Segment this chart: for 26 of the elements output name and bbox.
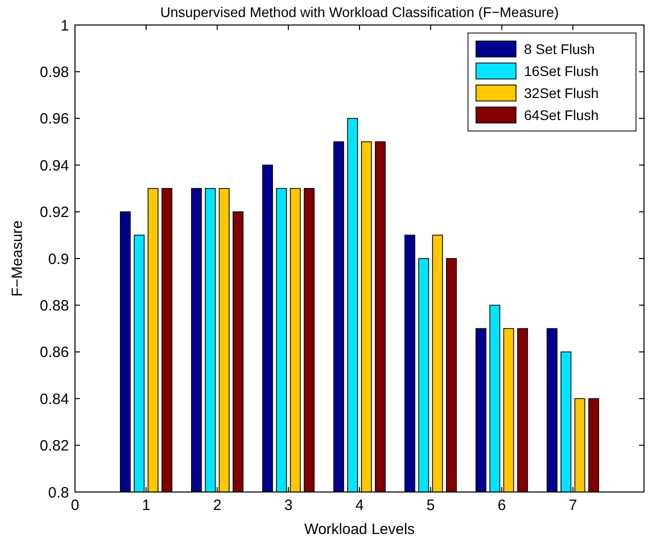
y-tick-label: 0.8 xyxy=(48,484,69,502)
x-tick-label: 2 xyxy=(213,497,222,514)
y-tick-label: 0.88 xyxy=(40,297,69,314)
x-tick-label: 7 xyxy=(568,497,578,514)
y-tick-label: 0.98 xyxy=(40,64,69,81)
x-axis-title: Workload Levels xyxy=(304,521,415,538)
y-tick-label: 0.84 xyxy=(40,390,69,408)
y-tick-label: 0.9 xyxy=(48,250,69,268)
legend-label: 16Set Flush xyxy=(524,63,599,79)
y-axis-title: F−Measure xyxy=(9,220,26,297)
chart-title: Unsupervised Method with Workload Classification (F−Measure) xyxy=(160,4,559,20)
x-tick-label: 0 xyxy=(70,497,80,514)
y-tick-label: 0.86 xyxy=(40,344,69,362)
y-tick-label: 0.92 xyxy=(40,204,69,222)
y-tick-label: 0.94 xyxy=(40,157,69,174)
x-tick-label: 6 xyxy=(498,497,506,514)
x-tick-label: 1 xyxy=(142,497,150,514)
legend-label: 8 Set Flush xyxy=(524,41,595,57)
x-tick-label: 3 xyxy=(284,497,293,514)
legend-label: 32Set Flush xyxy=(524,85,599,101)
x-tick-label: 4 xyxy=(355,497,364,514)
x-tick-label: 5 xyxy=(426,497,435,514)
legend-label: 64Set Flush xyxy=(524,107,599,123)
y-tick-label: 0.96 xyxy=(40,110,69,128)
y-tick-label: 0.82 xyxy=(40,438,69,455)
y-tick-label: 1 xyxy=(60,17,69,34)
